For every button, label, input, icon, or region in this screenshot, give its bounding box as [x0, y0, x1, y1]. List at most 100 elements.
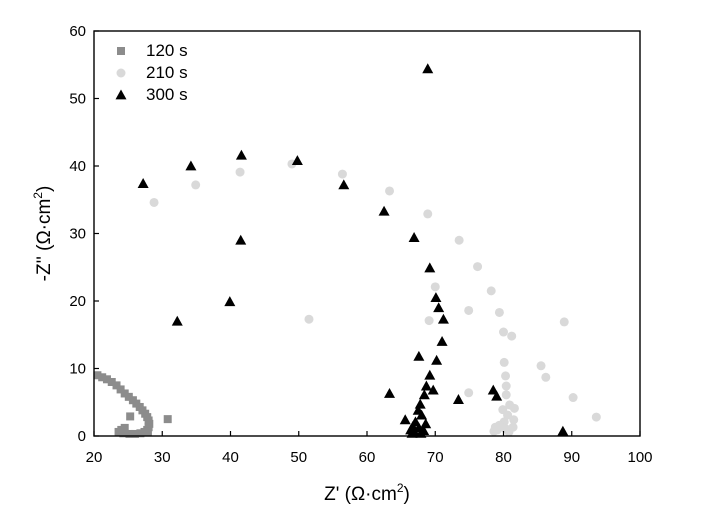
y-axis-title-close: )	[34, 186, 55, 192]
y-tick-label: 10	[69, 361, 86, 378]
x-tick-label: 90	[563, 449, 580, 466]
data-point	[136, 429, 145, 438]
data-point	[191, 180, 201, 190]
data-point	[384, 387, 396, 398]
y-tick-label: 0	[78, 428, 86, 445]
data-point	[436, 336, 448, 346]
data-point	[112, 381, 121, 390]
x-axis-title-main: Z' (Ω·cm	[324, 484, 397, 505]
data-point	[491, 390, 503, 401]
data-point	[424, 262, 436, 273]
data-point	[568, 393, 578, 403]
data-point	[437, 313, 449, 324]
data-point	[536, 361, 546, 371]
data-point	[431, 354, 443, 365]
data-point	[224, 296, 236, 307]
data-point	[107, 378, 116, 386]
legend-label: 120 s	[146, 41, 188, 60]
x-tick-label: 80	[495, 449, 512, 466]
x-tick-label: 40	[222, 449, 239, 466]
data-point	[163, 415, 172, 424]
data-point	[120, 423, 129, 432]
data-point	[591, 412, 601, 422]
data-point	[452, 394, 464, 404]
data-point	[424, 316, 434, 326]
data-point	[541, 372, 551, 382]
data-point	[499, 357, 509, 367]
data-point	[473, 262, 483, 272]
y-axis-title-main: -Z'' (Ω·cm	[34, 199, 55, 282]
data-point	[93, 371, 102, 380]
data-point	[424, 369, 436, 380]
data-point	[378, 205, 390, 216]
data-point	[486, 286, 496, 296]
data-point	[464, 388, 474, 398]
data-point	[433, 302, 445, 313]
data-point	[507, 331, 517, 341]
y-axis-title: -Z'' (Ω·cm2)	[31, 186, 55, 282]
data-point	[501, 381, 511, 391]
legend-label: 300 s	[146, 85, 188, 104]
data-point	[137, 178, 149, 188]
data-point	[235, 167, 245, 177]
data-point	[418, 389, 430, 400]
data-point	[503, 410, 513, 420]
data-point	[235, 234, 247, 245]
series-120-s	[93, 371, 172, 438]
data-point	[408, 232, 420, 242]
data-point	[338, 179, 350, 190]
x-tick-label: 30	[154, 449, 171, 466]
plot-layer	[93, 63, 601, 438]
data-point	[120, 389, 129, 398]
data-point	[413, 350, 425, 361]
data-point	[454, 235, 464, 245]
data-point	[126, 412, 135, 421]
data-point	[416, 409, 428, 420]
data-point	[116, 385, 125, 394]
x-tick-label: 60	[359, 449, 376, 466]
data-point	[494, 307, 504, 317]
data-point	[557, 425, 569, 436]
data-point	[125, 429, 134, 438]
data-point	[489, 426, 499, 436]
data-point	[509, 415, 519, 425]
data-point	[337, 169, 347, 179]
y-tick-label: 20	[69, 293, 86, 310]
data-point	[291, 155, 303, 165]
y-tick-label: 30	[69, 226, 86, 243]
data-point	[102, 375, 111, 384]
data-point	[143, 427, 152, 436]
y-tick-label: 50	[69, 91, 86, 108]
data-point	[420, 418, 432, 429]
ticks-layer: 20 30 40 50 60 70 80 90 100 0 10 20 30 40 50 60	[69, 23, 652, 466]
data-point	[149, 197, 159, 207]
data-point	[422, 63, 434, 74]
data-point	[430, 292, 442, 303]
x-tick-label: 50	[290, 449, 307, 466]
legend-marker-triangle	[115, 89, 127, 100]
x-axis-title-superscript: 2	[397, 481, 404, 495]
x-axis-title-close: )	[404, 484, 410, 505]
legend-marker-square	[117, 47, 125, 55]
data-point	[464, 305, 474, 315]
data-point	[406, 427, 418, 438]
x-tick-label: 20	[86, 449, 103, 466]
y-tick-label: 60	[69, 23, 86, 40]
data-point	[98, 373, 107, 382]
data-point	[427, 384, 439, 395]
series-300-s	[137, 63, 569, 438]
y-axis-title-superscript: 2	[31, 192, 45, 199]
data-point	[235, 149, 247, 160]
data-point	[423, 209, 433, 219]
data-point	[385, 186, 395, 196]
data-point	[501, 371, 511, 381]
data-point	[171, 315, 183, 326]
legend-label: 210 s	[146, 63, 188, 82]
data-point	[509, 403, 519, 413]
data-point	[130, 429, 139, 438]
data-point	[501, 390, 511, 400]
data-point	[499, 327, 508, 337]
x-axis-title: Z' (Ω·cm2)	[324, 481, 410, 505]
